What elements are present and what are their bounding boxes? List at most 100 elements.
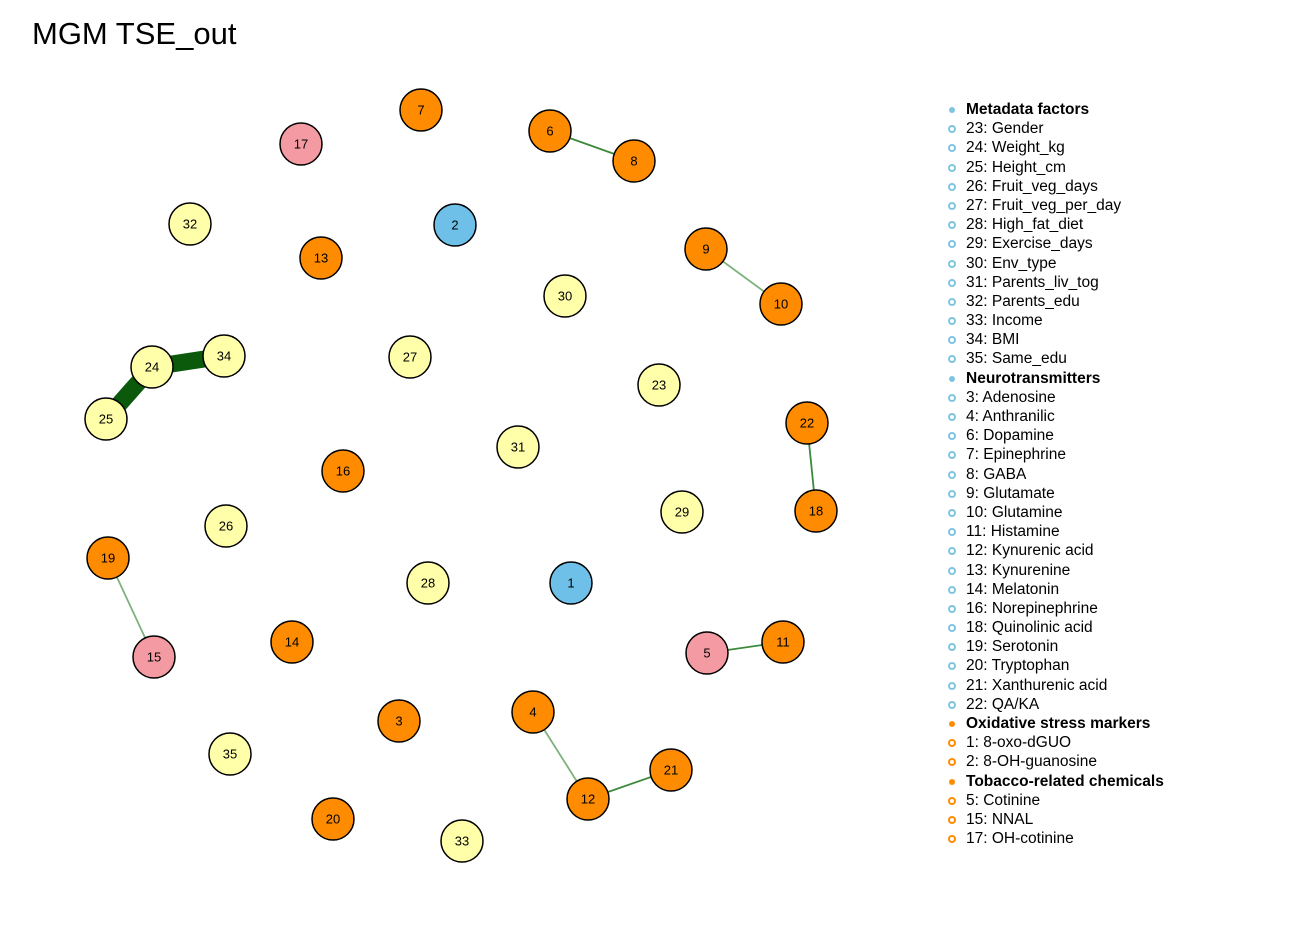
hollow-circle-icon <box>948 681 956 690</box>
legend-item: 18: Quinolinic acid <box>946 618 1164 637</box>
legend-label: 21: Xanthurenic acid <box>966 676 1108 694</box>
node-label: 29 <box>675 505 689 520</box>
legend-label: 24: Weight_kg <box>966 139 1065 157</box>
hollow-circle-icon <box>948 739 956 748</box>
node-30: 30 <box>543 274 587 318</box>
legend-item: 24: Weight_kg <box>946 138 1164 157</box>
legend-item: 25: Height_cm <box>946 158 1164 177</box>
node-2: 2 <box>433 203 477 247</box>
hollow-circle-icon <box>948 432 956 441</box>
node-circle <box>270 620 314 664</box>
node-24: 24 <box>130 345 174 389</box>
hollow-circle-icon <box>948 835 956 844</box>
hollow-circle-icon <box>948 815 956 824</box>
node-circle <box>685 631 729 675</box>
node-circle <box>759 282 803 326</box>
hollow-circle-icon <box>948 489 956 498</box>
hollow-circle-icon <box>948 144 956 153</box>
hollow-circle-icon <box>948 451 956 460</box>
legend-item: 16: Norepinephrine <box>946 599 1164 618</box>
legend-item: 15: NNAL <box>946 810 1164 829</box>
node-circle <box>496 425 540 469</box>
node-circle <box>511 690 555 734</box>
legend-label: 33: Income <box>966 312 1043 330</box>
legend-item: 31: Parents_liv_tog <box>946 273 1164 292</box>
filled-dot-icon <box>949 778 955 785</box>
hollow-circle-icon <box>948 355 956 364</box>
node-circle <box>440 819 484 863</box>
legend-label: Metadata factors <box>966 101 1090 118</box>
legend-label: 16: Norepinephrine <box>966 599 1098 617</box>
legend-item: 21: Xanthurenic acid <box>946 676 1164 695</box>
node-17: 17 <box>279 122 323 166</box>
legend-label: 31: Parents_liv_tog <box>966 273 1099 291</box>
legend-label: 18: Quinolinic acid <box>966 619 1093 637</box>
node-circle <box>299 236 343 280</box>
legend-group-header: Oxidative stress markers <box>946 714 1164 733</box>
legend-group-header: Neurotransmitters <box>946 369 1164 388</box>
hollow-circle-icon <box>948 259 956 268</box>
legend-label: 32: Parents_edu <box>966 292 1080 310</box>
legend: Metadata factors 23: Gender 24: Weight_kg 2… <box>946 100 1164 848</box>
node-circle <box>279 122 323 166</box>
node-6: 6 <box>528 109 572 153</box>
node-label: 21 <box>664 763 678 778</box>
hollow-circle-icon <box>948 240 956 249</box>
legend-item: 8: GABA <box>946 465 1164 484</box>
node-circle <box>549 561 593 605</box>
legend-label: 17: OH-cotinine <box>966 830 1074 848</box>
hollow-circle-icon <box>948 547 956 556</box>
node-circle <box>130 345 174 389</box>
legend-label: 25: Height_cm <box>966 158 1066 176</box>
legend-item: 4: Anthranilic <box>946 407 1164 426</box>
node-label: 26 <box>219 519 233 534</box>
node-15: 15 <box>132 635 176 679</box>
node-8: 8 <box>612 139 656 183</box>
node-1: 1 <box>549 561 593 605</box>
legend-item: 32: Parents_edu <box>946 292 1164 311</box>
node-label: 32 <box>183 217 197 232</box>
node-label: 34 <box>217 349 231 364</box>
legend-group-header: Tobacco-related chemicals <box>946 772 1164 791</box>
legend-label: 13: Kynurenine <box>966 561 1071 579</box>
node-5: 5 <box>685 631 729 675</box>
node-label: 7 <box>417 103 424 118</box>
legend-label: Tobacco-related chemicals <box>966 772 1164 790</box>
legend-item: 22: QA/KA <box>946 695 1164 714</box>
node-25: 25 <box>84 397 128 441</box>
node-circle <box>377 699 421 743</box>
node-10: 10 <box>759 282 803 326</box>
chart-title: MGM TSE_out <box>32 16 237 51</box>
node-label: 15 <box>147 650 161 665</box>
node-13: 13 <box>299 236 343 280</box>
legend-label: 11: Histamine <box>966 523 1060 541</box>
legend-label: 34: BMI <box>966 331 1020 349</box>
legend-label: Oxidative stress markers <box>966 715 1151 732</box>
hollow-circle-icon <box>948 182 956 191</box>
legend-item: 29: Exercise_days <box>946 234 1164 253</box>
node-label: 27 <box>403 350 417 365</box>
legend-label: 2: 8-OH-guanosine <box>966 753 1097 771</box>
node-22: 22 <box>785 401 829 445</box>
node-28: 28 <box>406 561 450 605</box>
legend-label: 4: Anthranilic <box>966 408 1055 425</box>
node-circle <box>637 363 681 407</box>
legend-item: 10: Glutamine <box>946 503 1164 522</box>
legend-label: 15: NNAL <box>966 810 1034 828</box>
node-circle <box>612 139 656 183</box>
node-circle <box>794 489 838 533</box>
hollow-circle-icon <box>948 585 956 594</box>
node-31: 31 <box>496 425 540 469</box>
legend-label: 14: Melatonin <box>966 580 1060 598</box>
node-34: 34 <box>202 334 246 378</box>
node-3: 3 <box>377 699 421 743</box>
legend-label: 6: Dopamine <box>966 427 1054 445</box>
node-23: 23 <box>637 363 681 407</box>
legend-label: Neurotransmitters <box>966 369 1101 387</box>
node-circle <box>660 490 704 534</box>
node-33: 33 <box>440 819 484 863</box>
node-label: 13 <box>314 251 328 266</box>
node-29: 29 <box>660 490 704 534</box>
node-label: 28 <box>421 576 435 591</box>
